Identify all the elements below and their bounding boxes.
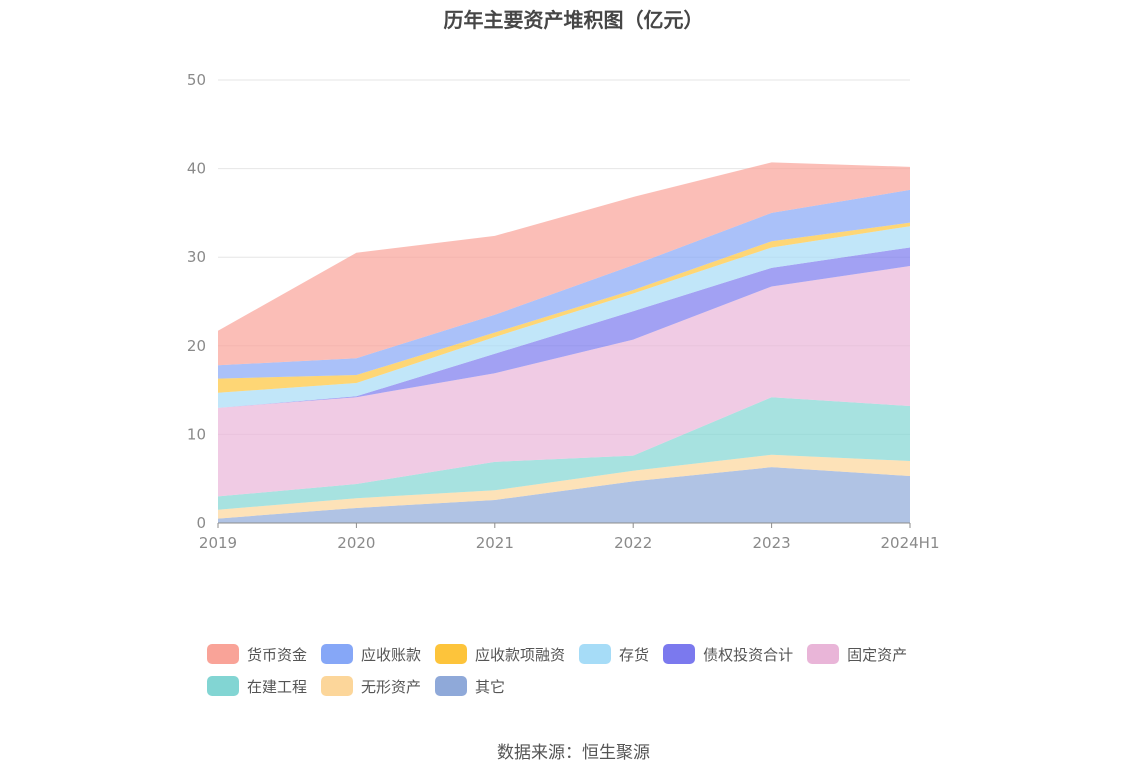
legend-label: 无形资产 <box>361 677 422 696</box>
legend-swatch <box>435 644 468 664</box>
y-tick-label: 50 <box>187 71 206 89</box>
legend-item[interactable]: 存货 <box>579 638 649 670</box>
legend-label: 应收账款 <box>361 645 422 664</box>
x-tick-label: 2022 <box>614 534 652 552</box>
legend-item[interactable]: 货币资金 <box>207 638 307 670</box>
legend-item[interactable]: 其它 <box>435 670 505 702</box>
legend-item[interactable]: 应收账款 <box>321 638 421 670</box>
y-tick-label: 10 <box>187 425 206 443</box>
chart-title: 历年主要资产堆积图（亿元） <box>443 8 704 32</box>
x-tick-label: 2023 <box>753 534 791 552</box>
legend-item[interactable]: 无形资产 <box>321 670 421 702</box>
area-series-无形资产 <box>218 454 910 519</box>
x-tick-label: 2019 <box>199 534 237 552</box>
legend-item[interactable]: 应收款项融资 <box>435 638 565 670</box>
legend-label: 债权投资合计 <box>703 645 794 664</box>
area-series-在建工程 <box>218 397 910 510</box>
area-series-其它 <box>218 467 910 523</box>
stacked-area-chart: 0 10 20 30 40 50 2019 2020 2021 2022 2023 2024H1 <box>187 71 940 552</box>
legend-label: 货币资金 <box>247 645 308 664</box>
legend-label: 固定资产 <box>847 645 908 664</box>
y-tick-label: 40 <box>187 160 206 178</box>
legend-label: 应收款项融资 <box>475 645 566 664</box>
legend-swatch <box>207 644 239 664</box>
area-series-固定资产 <box>218 266 910 497</box>
legend-item[interactable]: 债权投资合计 <box>663 638 793 670</box>
legend: 货币资金 应收账款 应收款项融资 存货 债权投资合计 固定资产在建工程 无形资产 其它 <box>207 638 967 702</box>
legend-swatch <box>807 644 840 664</box>
area-series-货币资金 <box>218 162 910 366</box>
source-note: 数据来源：恒生聚源 <box>497 743 650 763</box>
legend-swatch <box>579 644 612 664</box>
axes: 0 10 20 30 40 50 2019 2020 2021 2022 2023 2024H1 <box>187 71 940 552</box>
legend-label: 在建工程 <box>247 677 308 696</box>
legend-label: 存货 <box>619 645 650 664</box>
legend-item[interactable]: 固定资产 <box>807 638 907 670</box>
legend-item[interactable]: 在建工程 <box>207 670 307 702</box>
x-tick-label: 2024H1 <box>881 534 940 552</box>
area-series-存货 <box>218 226 910 408</box>
legend-label: 其它 <box>475 677 506 696</box>
area-series <box>218 162 910 523</box>
legend-swatch <box>321 644 354 664</box>
y-tick-label: 0 <box>196 514 206 532</box>
legend-swatch <box>207 676 239 696</box>
y-tick-label: 30 <box>187 248 206 266</box>
legend-swatch <box>321 676 354 696</box>
area-series-债权投资合计 <box>218 247 910 408</box>
legend-swatch <box>435 676 468 696</box>
y-tick-label: 20 <box>187 337 206 355</box>
x-tick-label: 2020 <box>337 534 375 552</box>
x-tick-label: 2021 <box>476 534 514 552</box>
legend-swatch <box>663 644 696 664</box>
area-series-应收账款 <box>218 189 910 379</box>
